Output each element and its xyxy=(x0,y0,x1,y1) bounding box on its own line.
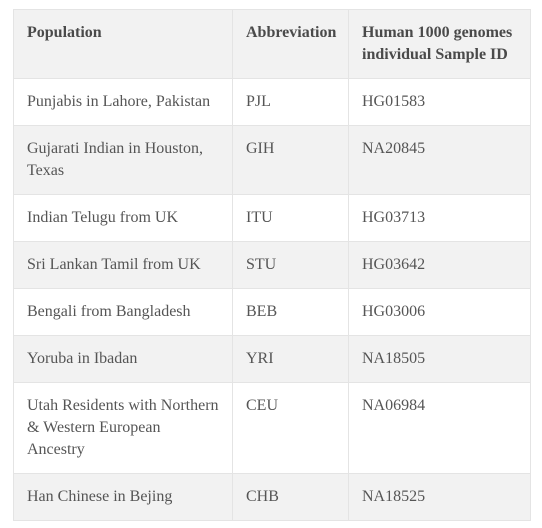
cell-abbreviation: YRI xyxy=(232,335,349,383)
header-sample-id: Human 1000 genomes individual Sample ID xyxy=(348,9,531,79)
table-header-row: Population Abbreviation Human 1000 genom… xyxy=(13,9,531,79)
cell-abbreviation: CEU xyxy=(232,382,349,474)
cell-population: Sri Lankan Tamil from UK xyxy=(13,241,233,289)
cell-sample-id: NA06984 xyxy=(348,382,531,474)
cell-population: Utah Residents with Northern & Western E… xyxy=(13,382,233,474)
table-row: Bengali from Bangladesh BEB HG03006 xyxy=(13,288,531,336)
cell-abbreviation: STU xyxy=(232,241,349,289)
cell-population: Gujarati Indian in Houston, Texas xyxy=(13,125,233,195)
table-row: Punjabis in Lahore, Pakistan PJL HG01583 xyxy=(13,78,531,126)
cell-abbreviation: ITU xyxy=(232,194,349,242)
header-population: Population xyxy=(13,9,233,79)
cell-sample-id: NA18525 xyxy=(348,473,531,521)
table-row: Han Chinese in Bejing CHB NA18525 xyxy=(13,473,531,521)
cell-abbreviation: PJL xyxy=(232,78,349,126)
cell-sample-id: NA18505 xyxy=(348,335,531,383)
table-row: Utah Residents with Northern & Western E… xyxy=(13,382,531,474)
cell-sample-id: HG03713 xyxy=(348,194,531,242)
population-table: Population Abbreviation Human 1000 genom… xyxy=(13,9,531,521)
header-abbreviation: Abbreviation xyxy=(232,9,349,79)
cell-abbreviation: GIH xyxy=(232,125,349,195)
table-row: Sri Lankan Tamil from UK STU HG03642 xyxy=(13,241,531,289)
cell-sample-id: HG03642 xyxy=(348,241,531,289)
table-row: Yoruba in Ibadan YRI NA18505 xyxy=(13,335,531,383)
cell-population: Han Chinese in Bejing xyxy=(13,473,233,521)
cell-population: Bengali from Bangladesh xyxy=(13,288,233,336)
cell-population: Yoruba in Ibadan xyxy=(13,335,233,383)
cell-sample-id: HG01583 xyxy=(348,78,531,126)
cell-sample-id: NA20845 xyxy=(348,125,531,195)
cell-population: Indian Telugu from UK xyxy=(13,194,233,242)
cell-abbreviation: CHB xyxy=(232,473,349,521)
cell-sample-id: HG03006 xyxy=(348,288,531,336)
cell-population: Punjabis in Lahore, Pakistan xyxy=(13,78,233,126)
table-row: Indian Telugu from UK ITU HG03713 xyxy=(13,194,531,242)
population-table-container: Population Abbreviation Human 1000 genom… xyxy=(13,9,531,521)
cell-abbreviation: BEB xyxy=(232,288,349,336)
table-row: Gujarati Indian in Houston, Texas GIH NA… xyxy=(13,125,531,195)
